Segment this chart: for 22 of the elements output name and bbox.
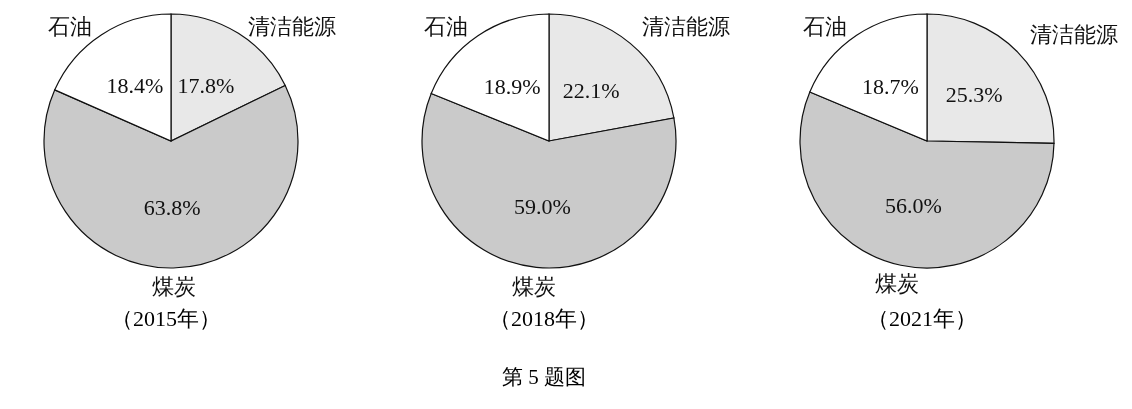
slice-label: 清洁能源 (1030, 21, 1119, 47)
data-label: 18.4% (106, 73, 164, 99)
text: （2021年） (866, 305, 978, 333)
data-label: 59.0% (513, 194, 571, 220)
data-label: 25.3% (945, 82, 1003, 108)
text: （2015年） (110, 305, 222, 333)
data-label: 18.7% (861, 73, 919, 99)
data-label: 17.8% (177, 72, 235, 98)
text: 第 5 题图 (501, 364, 587, 391)
slice-label: 石油 (802, 13, 847, 39)
slice-label: 煤炭 (875, 271, 920, 297)
slice-label: 石油 (423, 13, 468, 39)
slice-label: 石油 (47, 13, 92, 39)
slice-label: 清洁能源 (641, 13, 730, 39)
data-label: 18.9% (483, 73, 541, 99)
data-label: 56.0% (884, 193, 942, 219)
slice-label: 清洁能源 (247, 13, 336, 39)
data-label: 22.1% (562, 77, 620, 103)
data-label: 63.8% (143, 194, 201, 220)
text: （2018年） (488, 305, 600, 333)
slice-label: 煤炭 (151, 274, 196, 300)
slice-label: 煤炭 (512, 273, 557, 299)
